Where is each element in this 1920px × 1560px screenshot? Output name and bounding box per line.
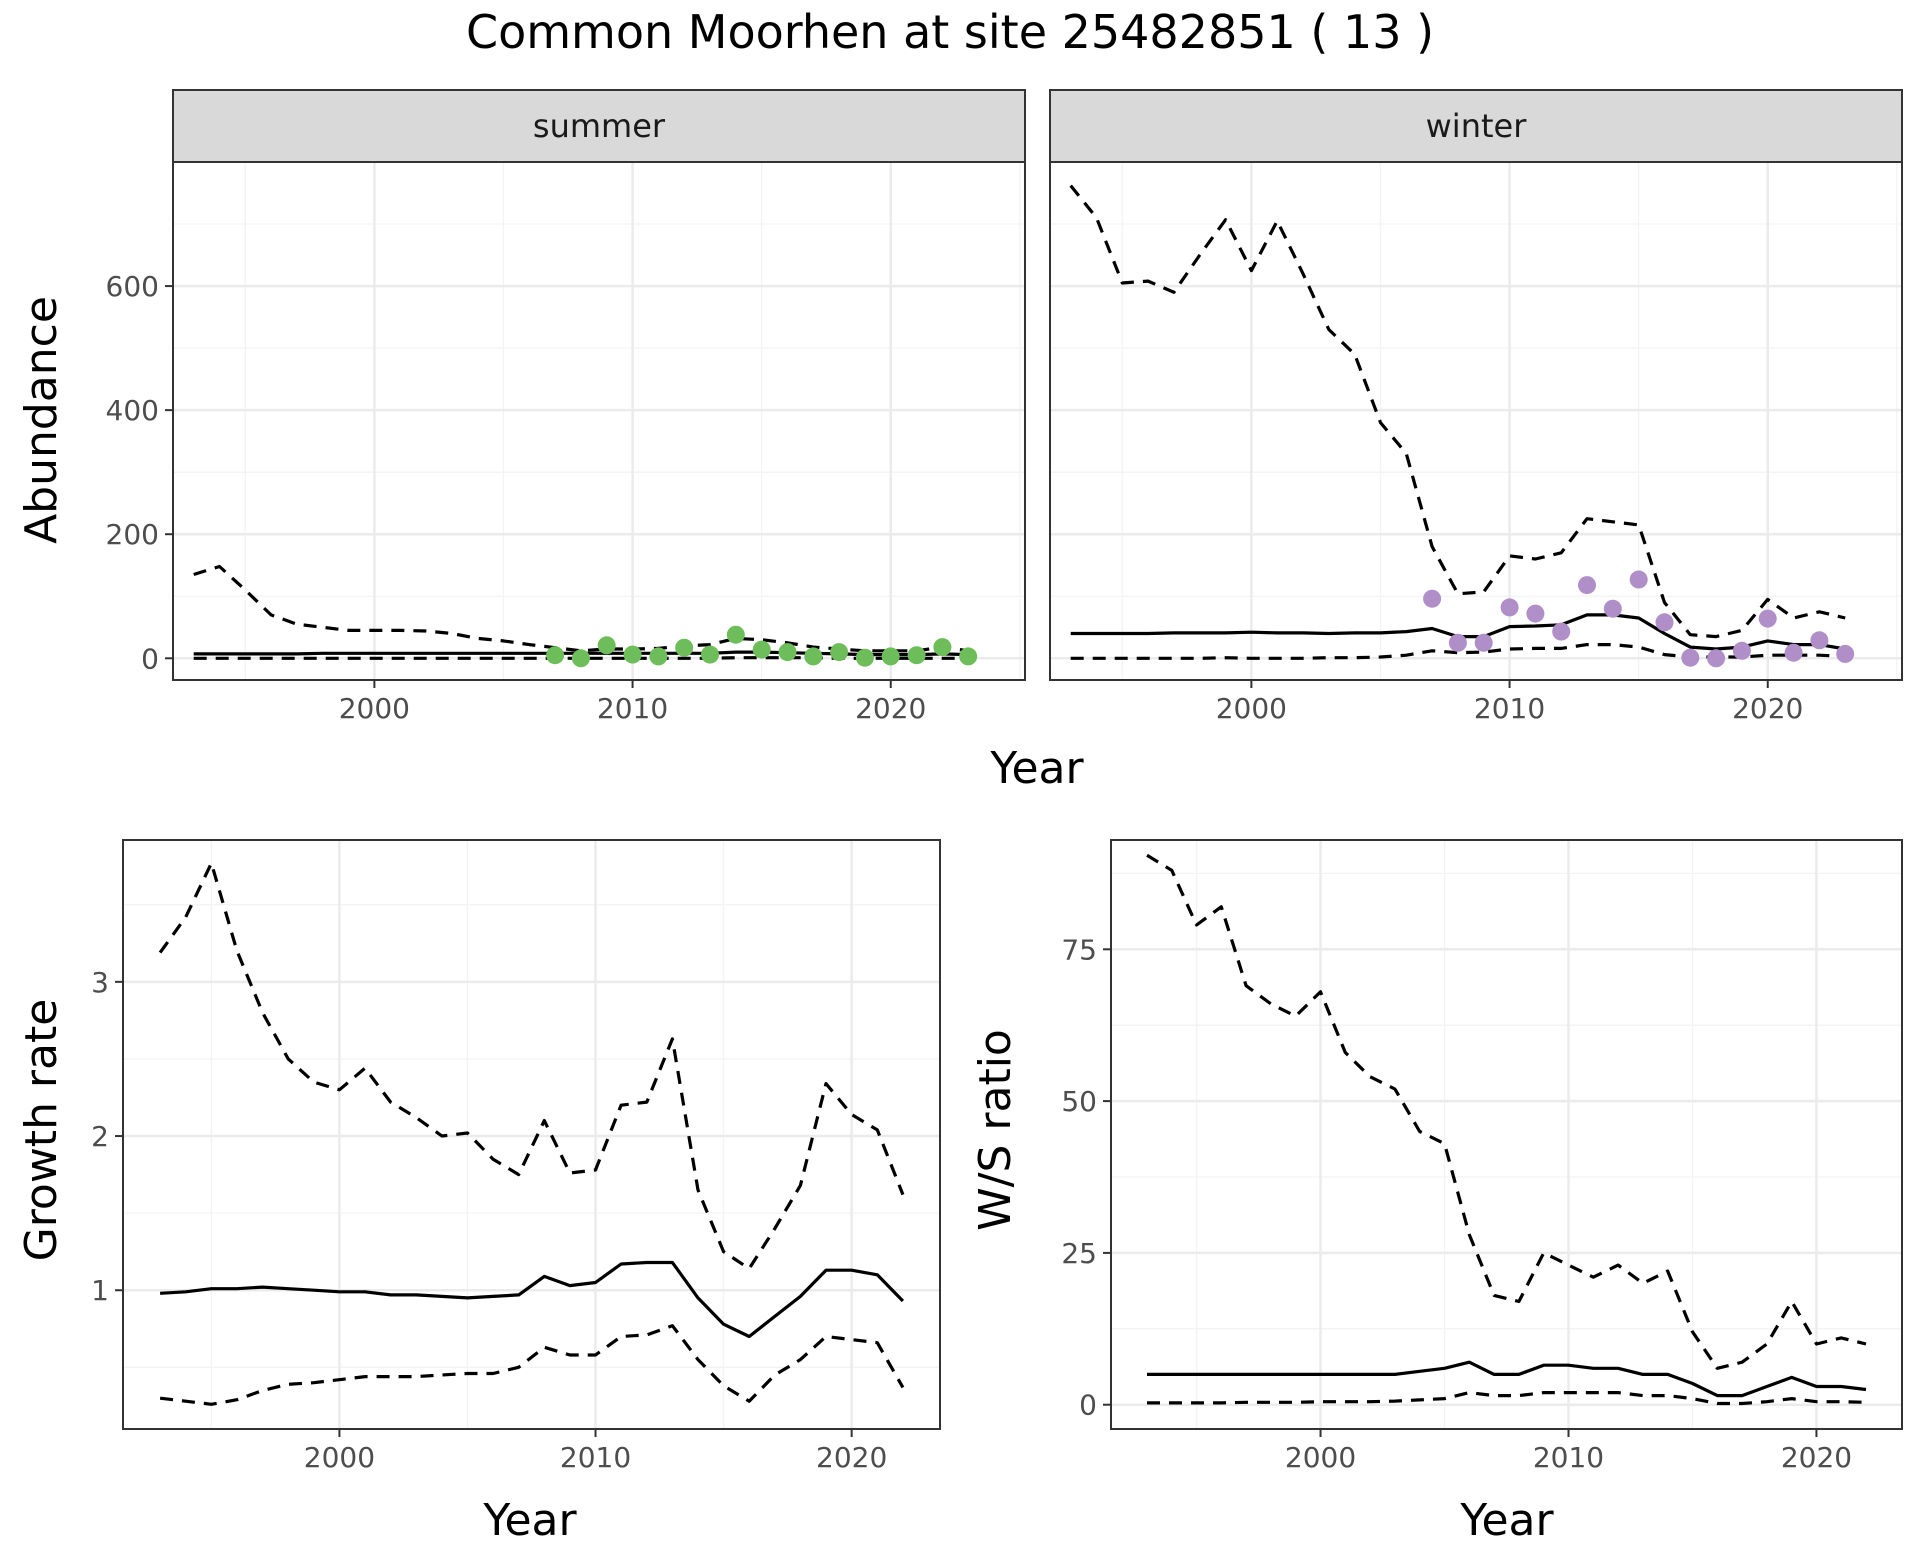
plot-area-ratio: 2000 2010 2020 0 25 50 75 (1061, 839, 1903, 1474)
abundance-panel: summer 2000 2010 2020 0 200 400 600 winter 200… (16, 89, 1903, 794)
growth-x-tick-label: 2000 (304, 1441, 375, 1474)
ratio-x-tick-label: 2020 (1781, 1441, 1852, 1474)
growth-estimate-line (160, 1260, 905, 1339)
summer-observed-point (804, 647, 823, 666)
summer-y-tick-label: 200 (106, 518, 159, 551)
winter-x-tick-label: 2010 (1474, 692, 1545, 725)
ratio-y-axis-title: W/S ratio (970, 1029, 1021, 1231)
growth-x-axis-title: Year (482, 1495, 577, 1546)
growth-panel-border (122, 839, 941, 1430)
summer-observed-point (623, 645, 642, 664)
ratio-x-axis-title: Year (1459, 1495, 1554, 1546)
winter-observed-point (1655, 613, 1674, 632)
plot-area-growth: 2000 2010 2020 1 2 3 (91, 839, 941, 1474)
ratio-y-tick-label: 0 (1079, 1389, 1097, 1422)
winter-observed-point (1732, 641, 1751, 660)
growth-y-tick-label: 2 (91, 1120, 109, 1153)
facet-winter: winter 2000 2010 2020 (1049, 89, 1903, 725)
ratio-y-tick-label: 75 (1061, 933, 1097, 966)
abundance-x-axis-title: Year (989, 743, 1084, 794)
summer-observed-point (778, 643, 797, 662)
summer-observed-point (907, 646, 926, 665)
ratio-upper-bound-line (1146, 853, 1867, 1370)
winter-observed-point (1707, 649, 1726, 668)
summer-x-tick-label: 2010 (597, 692, 668, 725)
summer-y-tick-label: 600 (106, 270, 159, 303)
ratio-x-tick-label: 2000 (1285, 1441, 1356, 1474)
summer-observed-point (597, 636, 616, 655)
growth-panel-background (123, 840, 940, 1429)
growth-y-axis-title: Growth rate (16, 999, 67, 1262)
winter-x-tick-label: 2020 (1732, 692, 1803, 725)
winter-observed-point (1810, 631, 1829, 650)
facet-strip-summer (172, 89, 1026, 163)
summer-y-tick-label: 0 (141, 642, 159, 675)
summer-x-tick-label: 2000 (339, 692, 410, 725)
summer-observed-point (649, 647, 668, 666)
growth-y-tick-label: 3 (91, 966, 109, 999)
plot-area-summer: 2000 2010 2020 0 200 400 600 (106, 161, 1026, 725)
ratio-y-tick-label: 50 (1061, 1085, 1097, 1118)
winter-observed-point (1578, 576, 1596, 595)
summer-observed-point (933, 638, 952, 657)
summer-observed-point (546, 646, 565, 665)
facet-summer: summer 2000 2010 2020 0 200 400 600 (106, 89, 1026, 725)
growth-upper-bound-line (158, 861, 905, 1271)
summer-panel-border (172, 161, 1026, 681)
facet-strip-label-summer: summer (533, 107, 666, 145)
winter-panel-border (1049, 161, 1903, 681)
summer-observed-point (959, 647, 978, 666)
ratio-y-tick-label: 25 (1061, 1237, 1097, 1270)
winter-observed-point (1629, 570, 1648, 589)
summer-x-tick-label: 2020 (855, 692, 926, 725)
ws-ratio-panel: 2000 2010 2020 0 25 50 75 Year W/S ratio (970, 839, 1903, 1546)
winter-observed-point (1423, 589, 1442, 608)
facet-strip-winter (1049, 89, 1903, 163)
summer-observed-point (675, 638, 694, 657)
winter-observed-point (1500, 598, 1519, 617)
summer-y-tick-label: 400 (106, 394, 159, 427)
winter-observed-point (1474, 633, 1493, 652)
winter-x-tick-label: 2000 (1216, 692, 1287, 725)
growth-y-tick-label: 1 (91, 1274, 109, 1307)
winter-observed-point (1526, 604, 1545, 623)
ratio-panel-border (1110, 839, 1903, 1430)
ratio-x-tick-label: 2010 (1533, 1441, 1604, 1474)
winter-observed-point (1603, 599, 1622, 618)
winter-panel-background (1050, 162, 1902, 680)
plot-area-winter: 2000 2010 2020 (1049, 161, 1903, 725)
winter-observed-point (1836, 644, 1855, 663)
facet-strip-label-winter: winter (1426, 107, 1528, 145)
growth-x-tick-label: 2020 (816, 1441, 887, 1474)
summer-observed-point (855, 648, 874, 667)
growth-x-tick-label: 2010 (560, 1441, 631, 1474)
winter-observed-point (1758, 609, 1777, 628)
summer-observed-point (752, 640, 771, 659)
summer-observed-point (881, 647, 900, 666)
summer-observed-point (830, 643, 849, 662)
winter-observed-point (1552, 622, 1571, 641)
summer-observed-point (701, 645, 719, 664)
ratio-panel-background (1111, 840, 1902, 1429)
summer-observed-point (726, 625, 745, 644)
summer-panel-background (173, 162, 1025, 680)
winter-upper-bound-line (1069, 184, 1846, 639)
summer-observed-point (571, 649, 590, 668)
winter-observed-point (1681, 648, 1700, 667)
ratio-estimate-line (1147, 1360, 1867, 1398)
growth-lower-bound-line (159, 1324, 905, 1406)
winter-observed-point (1448, 633, 1467, 652)
figure-title: Common Moorhen at site 25482851 ( 13 ) (466, 5, 1434, 59)
abundance-y-axis-title: Abundance (16, 296, 67, 544)
ratio-lower-bound-line (1147, 1391, 1867, 1406)
growth-rate-panel: 2000 2010 2020 1 2 3 Year Growth rate (16, 839, 941, 1546)
winter-observed-point (1784, 643, 1803, 662)
